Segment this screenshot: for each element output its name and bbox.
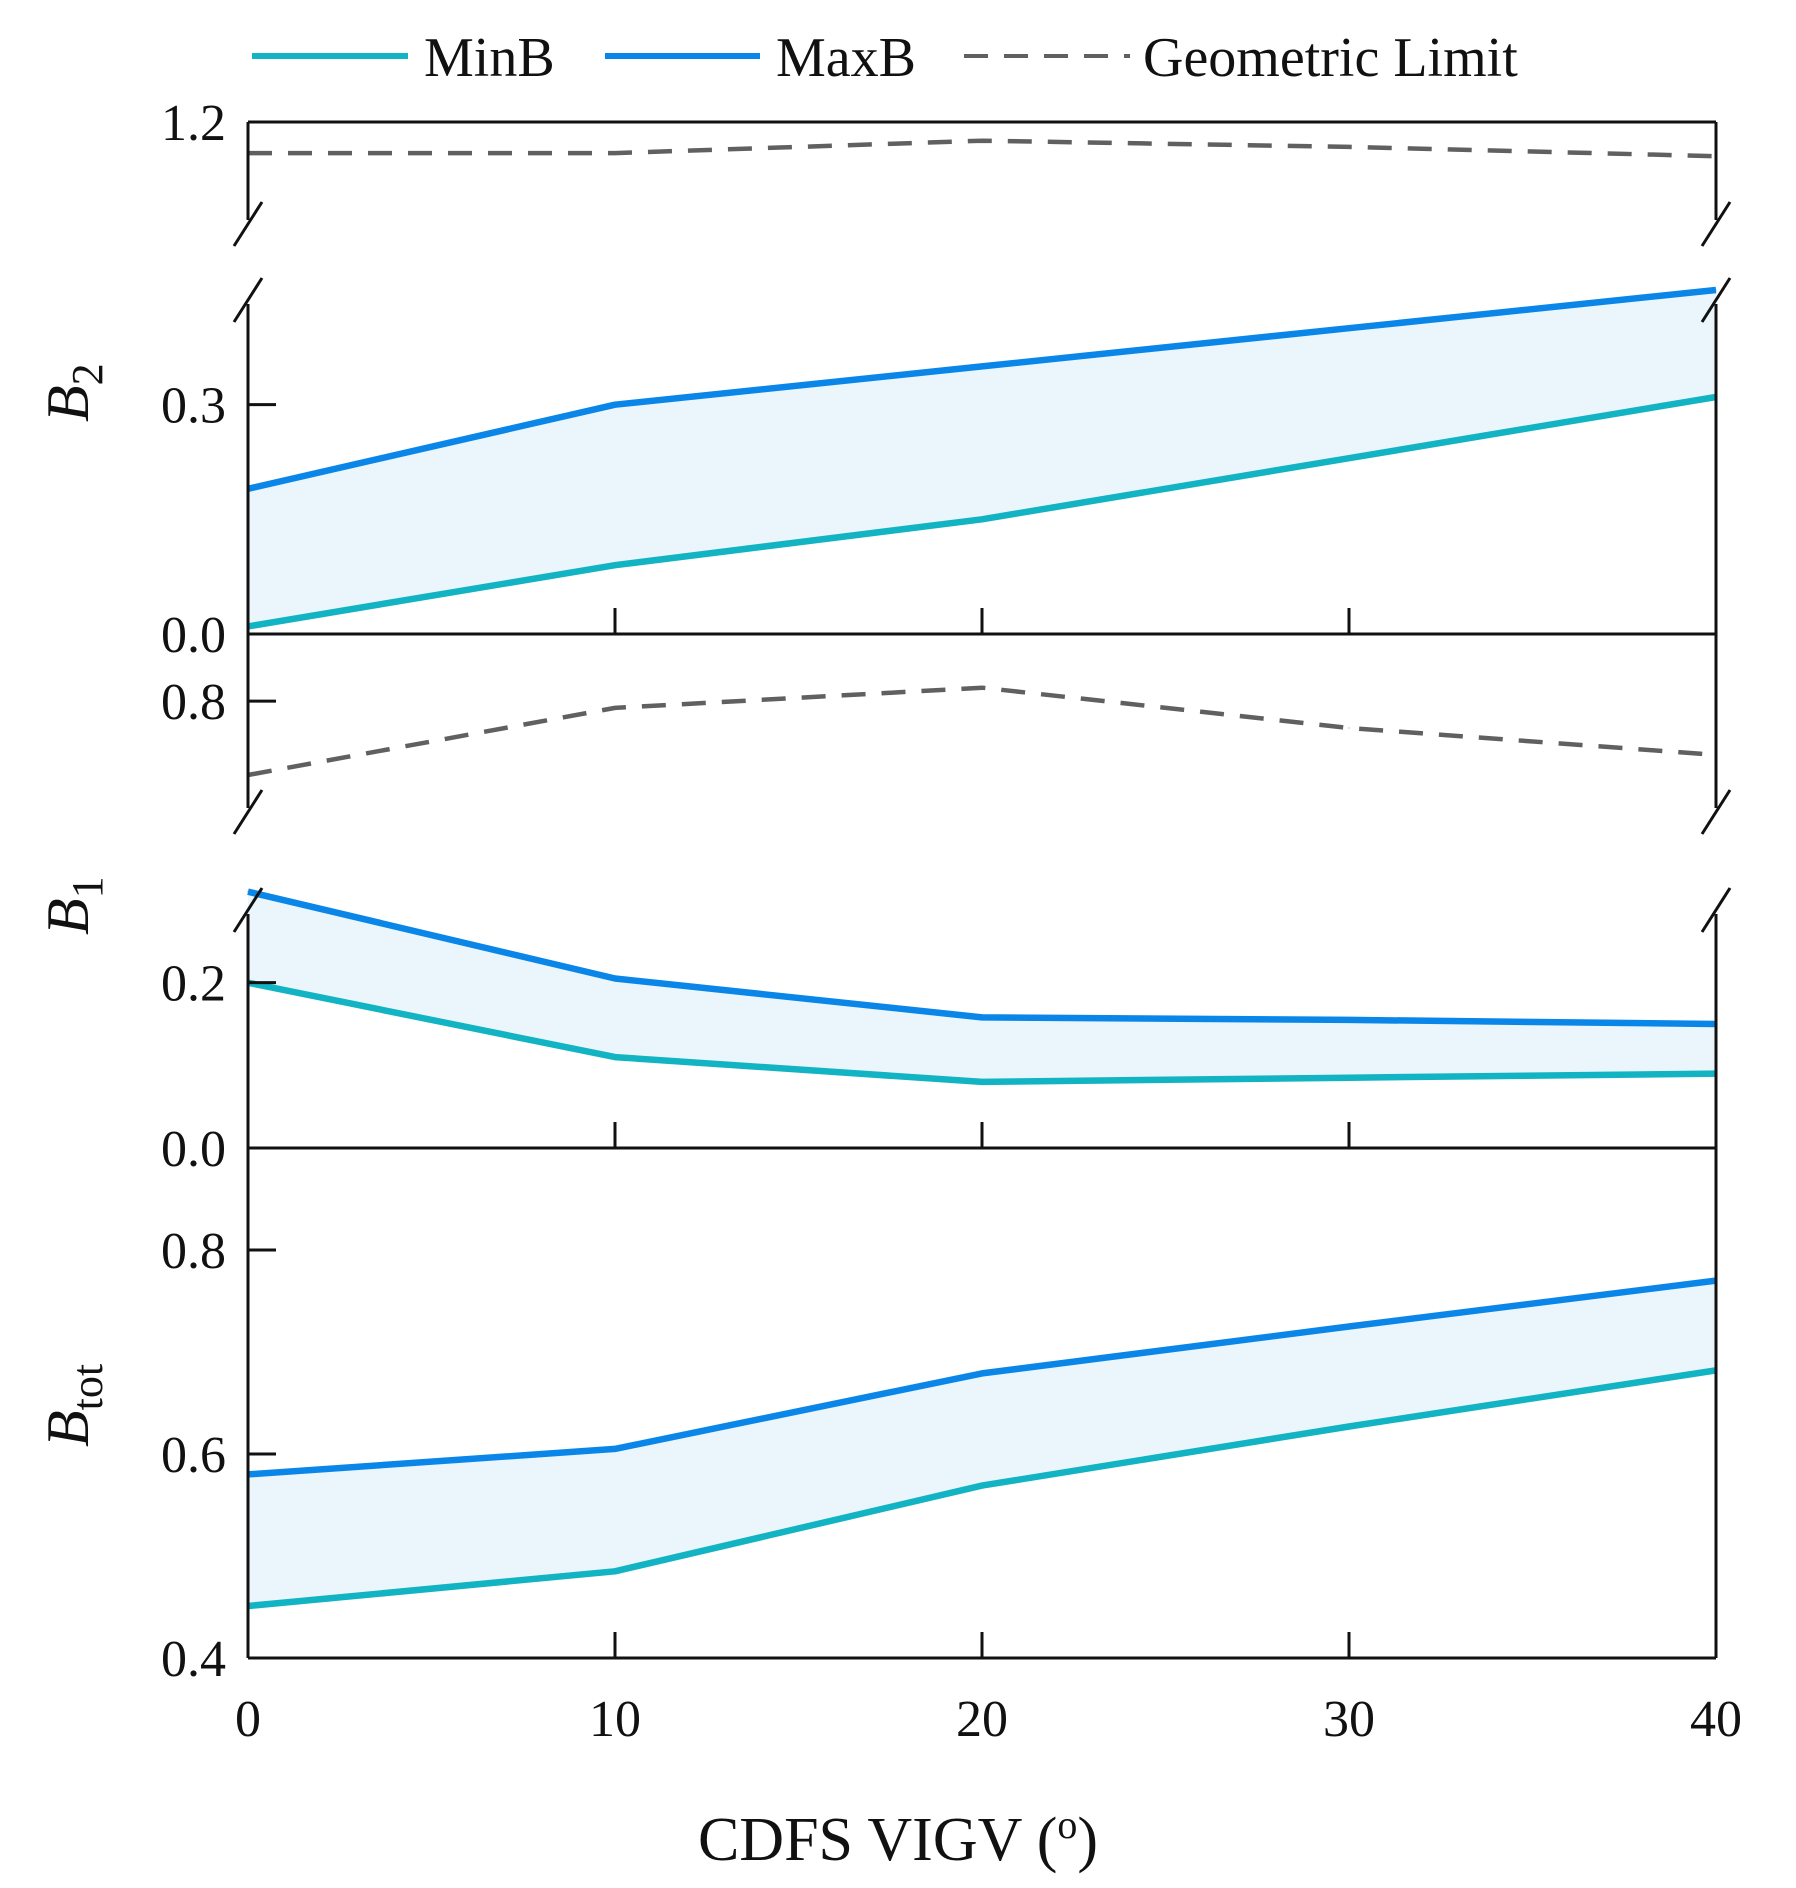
point-geometric-limit-b1-1 xyxy=(614,707,616,709)
x-axis-title: CDFS VIGV (o) xyxy=(698,1802,1098,1874)
legend-label-minb: MinB xyxy=(424,27,555,89)
point-maxb-btot-1 xyxy=(614,1448,616,1450)
point-maxb-b2-1 xyxy=(614,404,616,406)
y-axis-title-main-b2: B xyxy=(35,385,101,422)
point-maxb-b2-3 xyxy=(1348,327,1350,329)
panel-b1: 0.8 0.0 0.2 B1 xyxy=(35,632,1732,1178)
y-axis-title-b2: B2 xyxy=(35,363,112,422)
point-maxb-b1-3 xyxy=(1348,1019,1350,1021)
y-tick-label-b1-upper-0: 0.8 xyxy=(161,674,226,731)
band-b2 xyxy=(248,290,1716,627)
panel-b2: 1.2 0.0 0.3 B2 xyxy=(35,95,1732,664)
y-axis-title-main-btot: B xyxy=(35,1410,101,1447)
axis-break-b1-0-0 xyxy=(232,789,264,835)
point-minb-b2-2 xyxy=(981,518,983,520)
point-maxb-b2-2 xyxy=(981,365,983,367)
y-tick-label-b2-lower-1: 0.3 xyxy=(161,378,226,435)
y-tick-label-btot-1: 0.6 xyxy=(161,1427,226,1484)
y-axis-title-sub-btot: tot xyxy=(63,1364,112,1410)
point-geometric-limit-b1-3 xyxy=(1348,727,1350,729)
point-minb-btot-2 xyxy=(981,1485,983,1487)
point-maxb-b1-1 xyxy=(614,978,616,979)
point-geometric-limit-b2-3 xyxy=(1348,146,1350,148)
series-line-geometric-limit-b2 xyxy=(248,138,1717,159)
legend: MinB MaxB Geometric Limit xyxy=(252,27,1518,89)
legend-label-geometric-limit: Geometric Limit xyxy=(1143,27,1518,89)
axis-break-b1-1-1 xyxy=(1700,887,1732,933)
y-tick-label-btot-0: 0.4 xyxy=(161,1631,226,1688)
band-b1 xyxy=(248,891,1716,1082)
point-minb-b2-3 xyxy=(1348,457,1350,459)
point-maxb-btot-2 xyxy=(981,1372,983,1374)
y-axis-title-sub-b1: 1 xyxy=(63,876,112,898)
y-tick-label-btot-2: 0.8 xyxy=(161,1223,226,1280)
point-geometric-limit-b1-2 xyxy=(981,687,983,689)
x-tick-label-0: 0 xyxy=(235,1691,261,1748)
y-axis-title-sub-b2: 2 xyxy=(63,363,112,385)
point-geometric-limit-b2-1 xyxy=(614,152,616,154)
axis-break-b1-1-0 xyxy=(1700,789,1732,835)
y-axis-title-b1: B1 xyxy=(35,876,112,935)
point-minb-btot-3 xyxy=(1348,1426,1350,1427)
y-tick-label-b1-lower-0: 0.0 xyxy=(161,1121,226,1178)
point-minb-btot-1 xyxy=(614,1570,616,1572)
panel-btot: 0.4 0.6 0.8 Btot xyxy=(35,1146,1718,1688)
axis-break-b2-1-1 xyxy=(1700,277,1732,323)
legend-label-maxb: MaxB xyxy=(776,27,916,89)
y-tick-label-b1-lower-1: 0.2 xyxy=(161,956,226,1013)
point-minb-b1-1 xyxy=(614,1056,616,1058)
point-geometric-limit-b2-2 xyxy=(981,140,983,142)
y-tick-label-b2-upper-0: 1.2 xyxy=(161,95,226,152)
band-btot xyxy=(248,1280,1716,1606)
y-axis-title-btot: Btot xyxy=(35,1364,112,1447)
x-tick-label-1: 10 xyxy=(589,1691,641,1748)
y-tick-label-b2-lower-0: 0.0 xyxy=(161,607,226,664)
point-maxb-b1-0 xyxy=(247,891,249,893)
axis-break-b1-0-1 xyxy=(232,887,264,933)
axis-break-b2-1-0 xyxy=(1700,201,1732,247)
point-minb-b1-2 xyxy=(981,1081,983,1083)
x-tick-label-2: 20 xyxy=(956,1691,1008,1748)
y-axis-title-main-b1: B xyxy=(35,898,101,935)
point-maxb-b1-2 xyxy=(981,1016,983,1018)
point-minb-b1-3 xyxy=(1348,1077,1350,1079)
point-maxb-btot-3 xyxy=(1348,1326,1350,1327)
point-maxb-b2-4 xyxy=(1715,289,1717,291)
x-tick-label-4: 40 xyxy=(1690,1691,1742,1748)
axis-break-b2-0-0 xyxy=(232,201,264,247)
x-tick-label-3: 30 xyxy=(1323,1691,1375,1748)
series-line-geometric-limit-b1 xyxy=(247,685,1717,778)
axis-break-b2-0-1 xyxy=(232,277,264,323)
point-minb-b2-1 xyxy=(614,564,616,566)
